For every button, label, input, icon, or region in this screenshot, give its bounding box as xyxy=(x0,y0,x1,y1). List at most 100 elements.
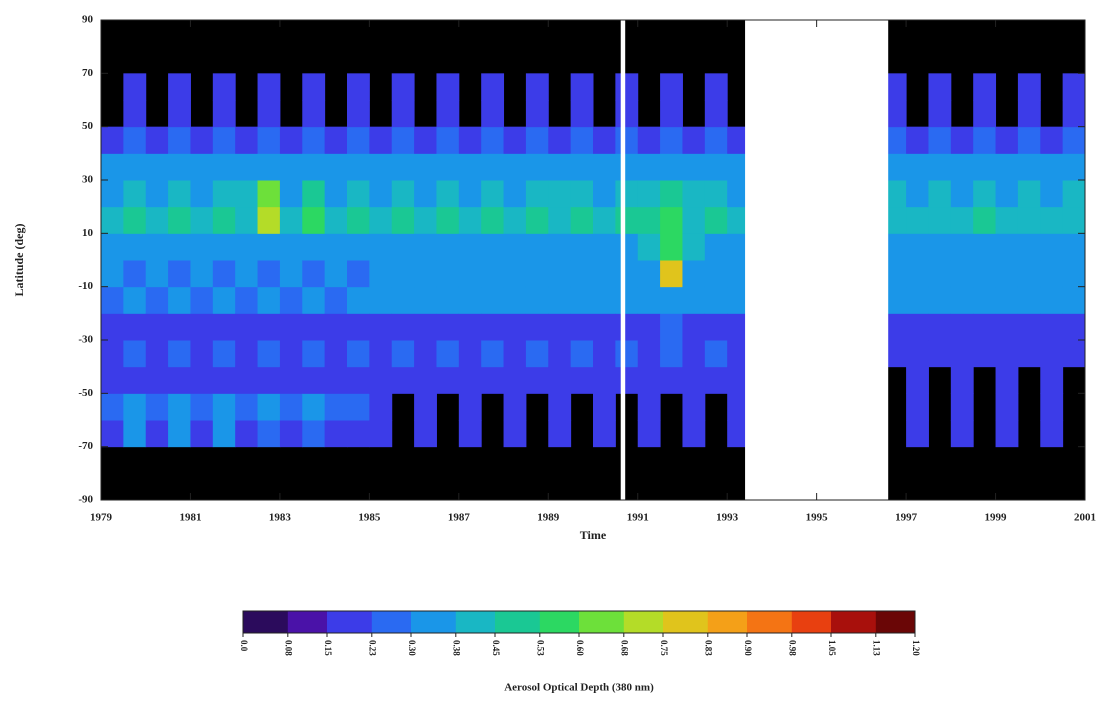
heatmap-cell xyxy=(391,340,415,368)
heatmap-cell xyxy=(212,393,236,421)
heatmap-cell xyxy=(391,233,415,261)
heatmap-cell xyxy=(637,126,661,154)
heatmap-cell xyxy=(727,420,751,448)
heatmap-cell xyxy=(593,180,616,208)
heatmap-cell xyxy=(369,260,393,288)
heatmap-cell xyxy=(212,73,236,101)
heatmap-cell xyxy=(190,366,214,394)
heatmap-cell xyxy=(1017,286,1041,314)
x-tick-label: 1987 xyxy=(448,512,471,524)
heatmap-cell xyxy=(615,340,639,368)
heatmap-cell xyxy=(279,233,303,261)
heatmap-cell xyxy=(704,126,728,154)
heatmap-cell xyxy=(995,313,1019,341)
heatmap-cell xyxy=(1062,100,1086,128)
heatmap-cell xyxy=(1040,206,1064,234)
heatmap-cell xyxy=(883,73,907,101)
colorbar-tick-label: 0.60 xyxy=(575,640,585,656)
heatmap-cell xyxy=(973,73,997,101)
heatmap-cell xyxy=(928,233,952,261)
heatmap-cell xyxy=(525,340,549,368)
heatmap-cell xyxy=(257,286,281,314)
heatmap-cell xyxy=(279,206,303,234)
heatmap-cell xyxy=(995,286,1019,314)
heatmap-cell xyxy=(570,126,594,154)
heatmap-cell xyxy=(414,180,437,208)
heatmap-cell xyxy=(168,393,191,421)
heatmap-cell xyxy=(347,366,370,394)
heatmap-cell xyxy=(1062,260,1086,288)
heatmap-cell xyxy=(324,393,348,421)
heatmap-cell xyxy=(704,313,728,341)
heatmap-cell xyxy=(637,260,661,288)
heatmap-cell xyxy=(570,340,594,368)
heatmap-cell xyxy=(973,260,997,288)
heatmap-cell xyxy=(1040,180,1064,208)
heatmap-cell xyxy=(704,233,728,261)
heatmap-cell xyxy=(525,206,549,234)
x-tick-label: 1997 xyxy=(895,512,918,524)
heatmap-cell xyxy=(1017,313,1041,341)
heatmap-cell xyxy=(123,420,147,448)
heatmap-cell xyxy=(302,180,326,208)
heatmap-cell xyxy=(391,206,415,234)
heatmap-cell xyxy=(458,366,482,394)
heatmap-cell xyxy=(1040,340,1064,368)
heatmap-cell xyxy=(1040,126,1064,154)
heatmap-cell xyxy=(704,180,728,208)
heatmap-cell xyxy=(347,153,370,181)
heatmap-cell xyxy=(101,340,124,368)
heatmap-cell xyxy=(458,180,482,208)
heatmap-cell xyxy=(123,233,147,261)
heatmap-cell xyxy=(593,340,616,368)
heatmap-cell xyxy=(950,180,974,208)
heatmap-cell xyxy=(906,286,929,314)
heatmap-cell xyxy=(525,286,549,314)
heatmap-cell xyxy=(347,233,370,261)
heatmap-cell xyxy=(570,180,594,208)
heatmap-cell xyxy=(101,366,124,394)
heatmap-cell xyxy=(615,100,639,128)
heatmap-cell xyxy=(682,366,706,394)
y-axis-label: Latitude (deg) xyxy=(12,224,26,297)
heatmap-cell xyxy=(168,366,191,394)
heatmap-cell xyxy=(168,286,191,314)
heatmap-cell xyxy=(503,313,527,341)
heatmap-cell xyxy=(950,393,974,421)
heatmap-cell xyxy=(257,100,281,128)
heatmap-cell xyxy=(1040,393,1064,421)
heatmap-cell xyxy=(704,286,728,314)
heatmap-cell xyxy=(1062,313,1086,341)
heatmap-cell xyxy=(525,366,549,394)
heatmap-cell xyxy=(145,260,169,288)
heatmap-cell xyxy=(235,286,259,314)
heatmap-cell xyxy=(436,313,460,341)
colorbar-tick-label: 0.53 xyxy=(536,640,546,656)
heatmap-cell xyxy=(235,180,259,208)
heatmap-cell xyxy=(302,260,326,288)
heatmap-cell xyxy=(1017,73,1041,101)
heatmap-cell xyxy=(101,126,124,154)
heatmap-cell xyxy=(481,313,505,341)
heatmap-cell xyxy=(548,420,572,448)
heatmap-cell xyxy=(503,260,527,288)
heatmap-cell xyxy=(973,180,997,208)
heatmap-cell xyxy=(1062,153,1086,181)
heatmap-cell xyxy=(481,286,505,314)
heatmap-cell xyxy=(1040,260,1064,288)
heatmap-cell xyxy=(704,73,728,101)
heatmap-cell xyxy=(168,126,191,154)
heatmap-cell xyxy=(637,180,661,208)
heatmap-cell xyxy=(883,126,907,154)
heatmap-cell xyxy=(369,420,393,448)
data-gap xyxy=(620,20,626,500)
heatmap-cell xyxy=(548,286,572,314)
heatmap-cell xyxy=(145,313,169,341)
heatmap-cell xyxy=(414,286,437,314)
heatmap-cell xyxy=(168,260,191,288)
heatmap-cell xyxy=(548,206,572,234)
heatmap-cell xyxy=(347,126,370,154)
heatmap-cell xyxy=(660,206,683,234)
heatmap-cell xyxy=(995,420,1019,448)
